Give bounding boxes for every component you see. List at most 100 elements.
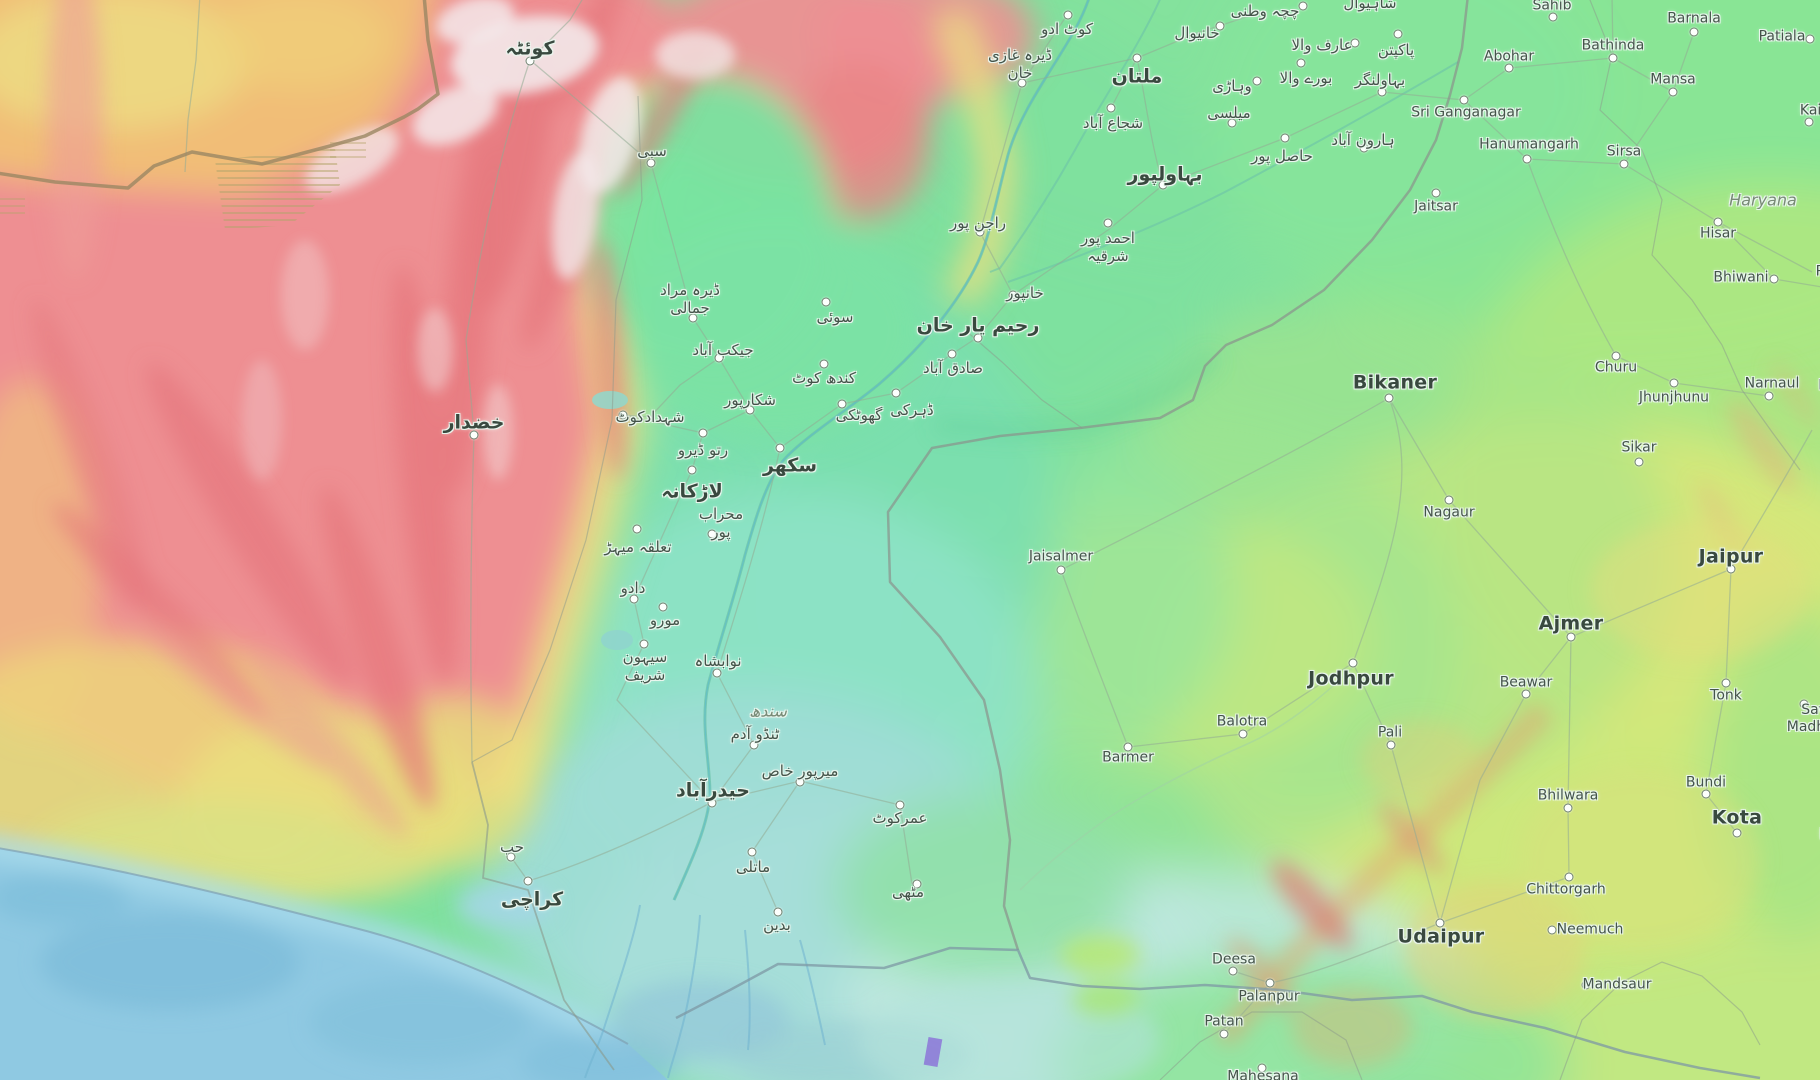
place-label: مورو	[649, 611, 681, 629]
place-label: صادق آباد	[923, 359, 983, 377]
city-marker	[1252, 76, 1262, 86]
place-label: Jaitsar	[1414, 198, 1458, 215]
place-label: Tonk	[1710, 687, 1742, 704]
city-marker	[687, 465, 697, 475]
place-label: سیہون شریف	[622, 648, 668, 684]
place-label: تعلقہ میہڑ	[604, 538, 672, 556]
place-label: Bikaner	[1352, 371, 1438, 394]
place-label: ملتان	[1111, 65, 1163, 88]
city-marker	[646, 158, 656, 168]
region-label: سندھ	[749, 701, 787, 721]
place-label: سبی	[637, 142, 667, 160]
place-label: کراچی	[500, 888, 564, 911]
place-label: Palanpur	[1238, 988, 1300, 1005]
city-marker	[1257, 1063, 1267, 1073]
city-marker	[1634, 457, 1644, 467]
city-marker	[1564, 872, 1574, 882]
place-label: Rohtak	[1816, 264, 1820, 281]
place-label: Sikar	[1621, 439, 1657, 456]
place-label: بدین	[763, 916, 791, 934]
place-label: Chittorgarh	[1526, 881, 1606, 898]
city-marker	[745, 405, 755, 415]
city-marker	[1547, 925, 1557, 935]
place-label: Jaisalmer	[1028, 548, 1094, 565]
place-label: Patiala	[1758, 28, 1806, 45]
place-label: Sri Ganganagar	[1411, 104, 1521, 121]
city-marker	[1804, 117, 1814, 127]
city-marker	[469, 430, 479, 440]
city-marker	[1431, 188, 1441, 198]
city-marker	[1713, 217, 1723, 227]
city-marker	[688, 313, 698, 323]
city-marker	[947, 349, 957, 359]
city-marker	[1227, 118, 1237, 128]
place-label: گھوٹکی	[835, 406, 883, 424]
place-label: ڈیرہ مراد جمالی	[660, 281, 720, 317]
city-marker	[714, 353, 724, 363]
city-marker	[1123, 742, 1133, 752]
city-marker	[1689, 27, 1699, 37]
place-label: Bathinda	[1581, 37, 1645, 54]
city-marker	[1548, 12, 1558, 22]
place-label: Udaipur	[1397, 925, 1485, 948]
place-label: شاہیوال	[1343, 0, 1397, 12]
city-marker	[837, 399, 847, 409]
city-marker	[707, 798, 717, 808]
place-label: پاکپتن	[1377, 41, 1415, 59]
city-marker	[1132, 53, 1142, 63]
city-marker	[639, 639, 649, 649]
city-marker	[1215, 21, 1225, 31]
place-label: خانیوال	[1174, 24, 1220, 42]
city-marker	[525, 56, 535, 66]
city-marker	[658, 602, 668, 612]
place-label: رتو ڈیرو	[677, 441, 729, 459]
city-marker	[1350, 38, 1360, 48]
city-marker	[1106, 103, 1116, 113]
city-marker	[1359, 143, 1369, 153]
place-label: ماتلی	[735, 858, 771, 876]
city-marker	[1721, 678, 1731, 688]
city-marker	[1103, 218, 1113, 228]
city-marker	[1056, 565, 1066, 575]
city-marker	[1459, 95, 1469, 105]
place-label: Bhilwara	[1537, 787, 1599, 804]
city-marker	[1769, 274, 1779, 284]
place-label: کندھ کوٹ	[792, 369, 856, 387]
place-label: ڈیرہ غازی خان	[987, 46, 1053, 82]
city-marker	[506, 852, 516, 862]
place-label: Bhiwani	[1713, 269, 1769, 286]
city-marker	[1435, 918, 1445, 928]
city-marker	[1228, 966, 1238, 976]
place-label: Hisar	[1699, 225, 1737, 242]
city-marker	[773, 907, 783, 917]
place-label: Neemuch	[1556, 921, 1624, 938]
place-label: کوٹ ادو	[1041, 20, 1093, 38]
city-marker	[1581, 980, 1591, 990]
city-marker	[1219, 1029, 1229, 1039]
place-label: بورے والا	[1279, 69, 1333, 87]
place-label: عمرکوٹ	[872, 809, 928, 827]
city-marker	[749, 740, 759, 750]
city-marker	[1348, 658, 1358, 668]
place-label: Barnala	[1667, 10, 1721, 27]
city-marker	[523, 876, 533, 886]
city-marker	[1522, 154, 1532, 164]
place-label: وہاڑی	[1212, 77, 1252, 95]
city-marker	[975, 227, 985, 237]
city-marker	[795, 777, 805, 787]
city-marker	[629, 594, 639, 604]
city-marker	[632, 524, 642, 534]
city-marker	[712, 668, 722, 678]
city-marker	[1298, 1, 1308, 11]
city-marker	[1805, 34, 1815, 44]
city-marker	[912, 879, 922, 889]
place-label: شجاع آباد	[1082, 114, 1144, 132]
city-marker	[775, 443, 785, 453]
city-marker	[1566, 632, 1576, 642]
place-label: Barmer	[1102, 749, 1154, 766]
city-marker	[707, 529, 717, 539]
city-marker	[1280, 133, 1290, 143]
city-marker	[1444, 495, 1454, 505]
